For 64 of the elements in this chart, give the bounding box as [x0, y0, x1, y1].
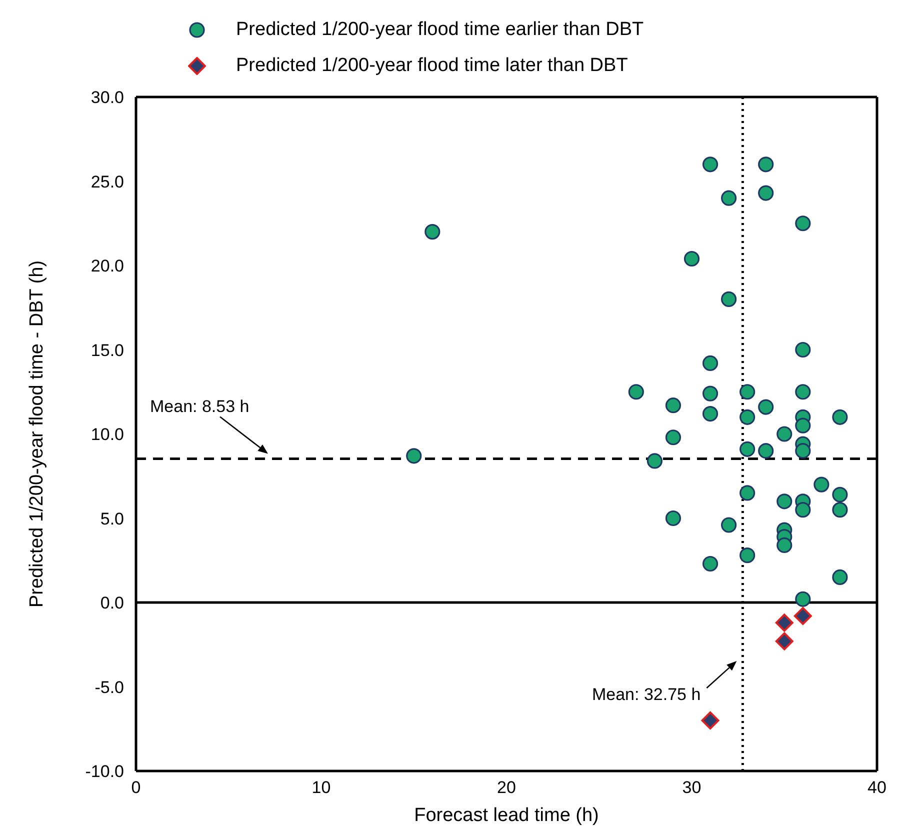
y-tick-label: 25.0	[90, 172, 124, 192]
y-tick-label: 5.0	[100, 509, 124, 528]
point	[684, 250, 700, 267]
point	[702, 156, 718, 172]
point	[758, 185, 774, 201]
point	[702, 355, 718, 372]
point	[776, 426, 792, 442]
legend-label: Predicted 1/200-year flood time earlier than DBT	[236, 18, 644, 42]
point	[775, 614, 794, 632]
point	[832, 486, 848, 502]
point	[740, 485, 756, 501]
point	[424, 224, 440, 240]
point	[795, 216, 811, 232]
point	[665, 430, 682, 446]
x-tick-label: 10	[312, 778, 331, 798]
legend-label: Predicted 1/200-year flood time later than DBT	[236, 54, 628, 78]
point	[794, 606, 812, 625]
point	[795, 502, 811, 518]
point	[776, 494, 792, 510]
point	[665, 510, 682, 526]
x-tick-label: 0	[131, 778, 141, 798]
y-tick-label: 30.0	[90, 88, 124, 108]
x-tick-label: 30	[682, 778, 702, 798]
point	[702, 386, 718, 402]
point	[795, 342, 811, 358]
point	[721, 291, 737, 307]
point	[702, 556, 718, 572]
point	[795, 384, 811, 400]
point	[406, 448, 422, 464]
point	[702, 406, 718, 422]
point	[795, 418, 811, 434]
point	[740, 441, 756, 457]
ref-line-label: Mean: 8.53 h	[150, 396, 250, 416]
y-tick-label: -10.0	[85, 762, 124, 782]
point	[758, 399, 774, 415]
point	[776, 537, 792, 554]
y-tick-label: 20.0	[90, 256, 124, 276]
point	[665, 398, 682, 414]
y-tick-label: 0.0	[100, 594, 124, 613]
point	[721, 190, 737, 206]
x-axis-title: Forecast lead time (h)	[414, 805, 599, 826]
point	[701, 711, 720, 730]
point	[628, 384, 644, 400]
point	[740, 409, 756, 425]
point	[740, 384, 756, 400]
point	[740, 548, 756, 564]
point	[814, 476, 830, 492]
point	[795, 443, 811, 459]
point	[758, 443, 774, 459]
point	[832, 409, 848, 425]
x-tick-label: 20	[497, 778, 516, 798]
x-tick-label: 40	[868, 778, 886, 798]
y-tick-label: 15.0	[90, 340, 124, 360]
point	[646, 453, 662, 469]
y-axis-title: Predicted 1/200-year flood time - DBT (h)	[26, 260, 48, 608]
y-tick-label: 10.0	[90, 425, 124, 444]
point	[758, 156, 774, 172]
point	[721, 517, 737, 533]
point	[795, 591, 811, 607]
ref-line-label: Mean: 32.75 h	[592, 685, 701, 704]
point	[775, 632, 794, 650]
y-tick-label: -5.0	[94, 678, 124, 697]
point	[832, 502, 848, 518]
point	[832, 569, 848, 586]
